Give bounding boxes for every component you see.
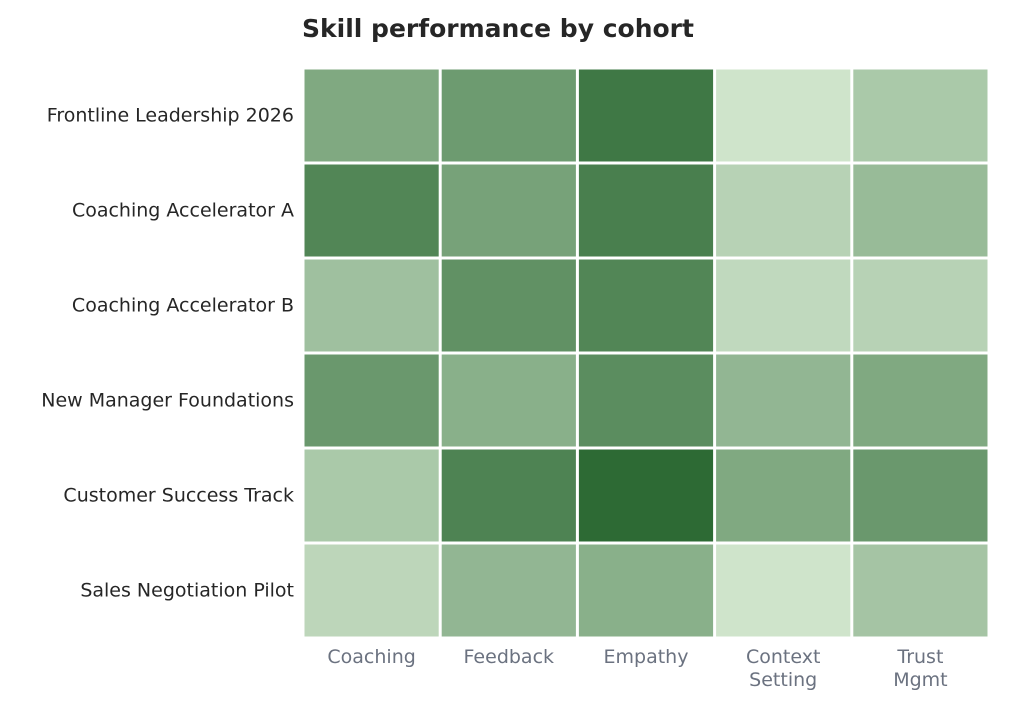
heatmap-cell-coaching-accelerator-a-feedback bbox=[441, 164, 576, 257]
heatmap-cell-new-manager-foundations-feedback bbox=[441, 354, 576, 447]
heatmap-cell-sales-negotiation-pilot-context-setting bbox=[716, 544, 851, 637]
heatmap-cell-sales-negotiation-pilot-trust-mgmt bbox=[853, 544, 988, 637]
heatmap-cell-frontline-leadership-2026-coaching bbox=[304, 69, 439, 162]
column-labels: Coaching Feedback Empathy Context Setting Tru… bbox=[327, 646, 947, 691]
row-labels: Frontline Leadership 2026 Coaching Accele… bbox=[41, 105, 294, 602]
heatmap-cell-new-manager-foundations-empathy bbox=[578, 354, 714, 447]
heatmap-cell-customer-success-track-coaching bbox=[304, 449, 439, 542]
heatmap-cell-coaching-accelerator-b-coaching bbox=[304, 259, 439, 352]
heatmap-cell-sales-negotiation-pilot-coaching bbox=[304, 544, 439, 637]
row-label-coaching-accelerator-b: Coaching Accelerator B bbox=[72, 295, 294, 317]
heatmap-cell-customer-success-track-feedback bbox=[441, 449, 576, 542]
heatmap-cell-customer-success-track-empathy bbox=[578, 449, 714, 542]
heatmap-cell-sales-negotiation-pilot-feedback bbox=[441, 544, 576, 637]
row-label-sales-negotiation-pilot: Sales Negotiation Pilot bbox=[80, 580, 294, 602]
heatmap-cell-coaching-accelerator-a-trust-mgmt bbox=[853, 164, 988, 257]
heatmap-cell-coaching-accelerator-a-context-setting bbox=[716, 164, 851, 257]
heatmap-cell-sales-negotiation-pilot-empathy bbox=[578, 544, 714, 637]
heatmap-cell-coaching-accelerator-b-trust-mgmt bbox=[853, 259, 988, 352]
column-label-empathy: Empathy bbox=[604, 646, 689, 668]
heatmap-cell-coaching-accelerator-b-context-setting bbox=[716, 259, 851, 352]
heatmap-cell-coaching-accelerator-b-feedback bbox=[441, 259, 576, 352]
heatmap-cell-coaching-accelerator-a-coaching bbox=[304, 164, 439, 257]
row-label-frontline-leadership-2026: Frontline Leadership 2026 bbox=[47, 105, 294, 127]
chart-title: Skill performance by cohort bbox=[302, 14, 694, 43]
heatmap-cell-coaching-accelerator-a-empathy bbox=[578, 164, 714, 257]
column-label-trust-mgmt: Trust Mgmt bbox=[893, 646, 947, 691]
heatmap-cell-customer-success-track-trust-mgmt bbox=[853, 449, 988, 542]
column-label-coaching: Coaching bbox=[327, 646, 415, 668]
heatmap-cell-frontline-leadership-2026-context-setting bbox=[716, 69, 851, 162]
column-label-context-setting: Context Setting bbox=[746, 646, 820, 691]
heatmap-cell-new-manager-foundations-trust-mgmt bbox=[853, 354, 988, 447]
row-label-coaching-accelerator-a: Coaching Accelerator A bbox=[72, 200, 294, 222]
heatmap-cell-frontline-leadership-2026-feedback bbox=[441, 69, 576, 162]
column-label-feedback: Feedback bbox=[464, 646, 554, 668]
heatmap-cell-new-manager-foundations-context-setting bbox=[716, 354, 851, 447]
heatmap-cell-frontline-leadership-2026-trust-mgmt bbox=[853, 69, 988, 162]
row-label-new-manager-foundations: New Manager Foundations bbox=[41, 390, 294, 412]
heatmap-cells bbox=[304, 69, 988, 637]
heatmap-cell-frontline-leadership-2026-empathy bbox=[578, 69, 714, 162]
row-label-customer-success-track: Customer Success Track bbox=[63, 485, 294, 507]
heatmap-cell-coaching-accelerator-b-empathy bbox=[578, 259, 714, 352]
heatmap-cell-customer-success-track-context-setting bbox=[716, 449, 851, 542]
heatmap-cell-new-manager-foundations-coaching bbox=[304, 354, 439, 447]
